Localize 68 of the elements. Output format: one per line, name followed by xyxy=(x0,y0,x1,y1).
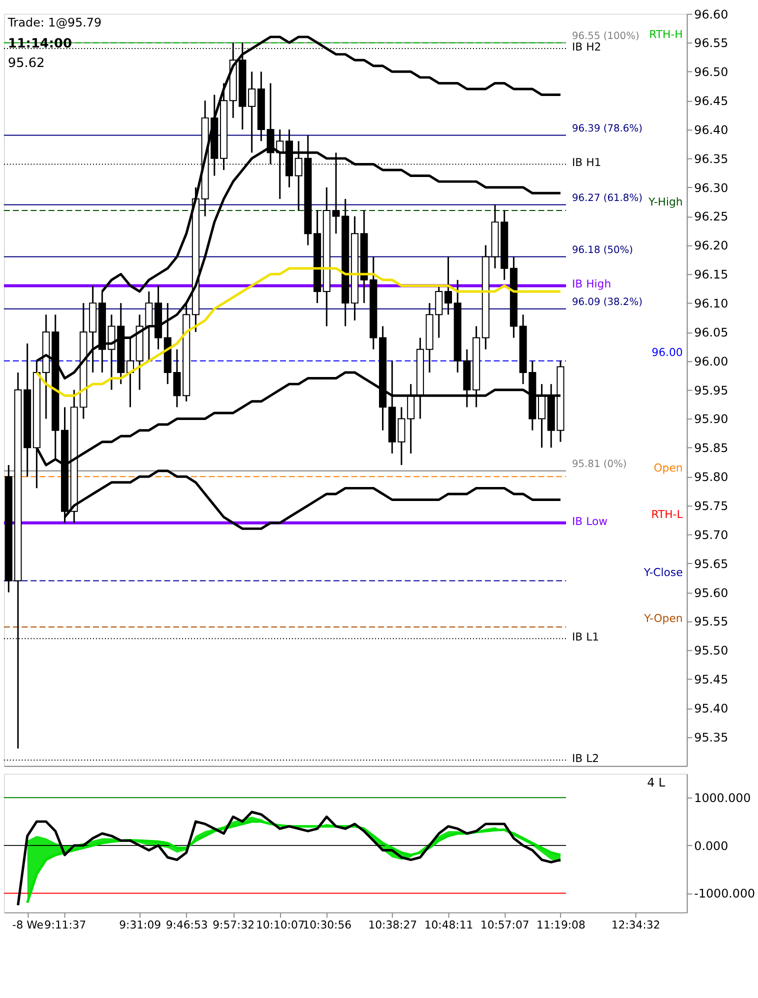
x-tick-label: 10:10:07 xyxy=(256,918,305,932)
y-tick-label: 96.35 xyxy=(694,152,728,166)
y-tick-label: 95.90 xyxy=(694,412,728,426)
ref-line-label: 96.39 (78.6%) xyxy=(572,123,642,134)
line-series xyxy=(35,267,562,397)
y-tick-label: 96.25 xyxy=(694,210,728,224)
x-tick-label: 9:46:53 xyxy=(166,918,208,932)
y-tick-label: 96.10 xyxy=(694,296,728,311)
ref-line-label: Y-Open xyxy=(643,612,683,626)
y-tick-label: 96.50 xyxy=(694,65,728,80)
annotation: 4 L xyxy=(647,776,666,790)
x-tick-label: 11:19:08 xyxy=(536,918,586,932)
candlestick xyxy=(248,70,256,154)
y-tick-label: 95.50 xyxy=(694,644,728,658)
y-tick-label: 95.55 xyxy=(694,614,728,629)
y-tick-label: 95.80 xyxy=(694,470,728,484)
y-tick-label: 95.95 xyxy=(694,383,728,398)
y-tick-label: 96.55 xyxy=(694,36,728,50)
ref-line-label: IB High xyxy=(572,278,612,291)
candlestick xyxy=(444,256,452,316)
x-tick-label: -8 We xyxy=(12,918,44,932)
y-tick-label: 95.60 xyxy=(694,586,728,600)
candlestick xyxy=(538,383,546,448)
x-tick-label: 9:57:32 xyxy=(212,918,255,932)
x-tick-label: 10:38:27 xyxy=(368,918,418,932)
y-tick-label: 96.00 xyxy=(694,354,728,368)
x-tick-label: 9:31:09 xyxy=(119,918,162,932)
y-tick-label: 96.30 xyxy=(694,180,728,195)
ref-line-label: IB H2 xyxy=(572,40,602,54)
y-tick-label: 96.60 xyxy=(694,7,728,22)
y-tick-label: 0.000 xyxy=(694,838,728,853)
y-tick-label: 1000.000 xyxy=(694,791,751,806)
ref-line-label: IB L2 xyxy=(572,752,600,766)
annotation: Trade: 1@95.79 xyxy=(6,16,102,30)
y-tick-label: 96.40 xyxy=(694,122,728,137)
ref-line-label: Y-Close xyxy=(642,566,684,579)
ref-line-label: Y-High xyxy=(648,196,683,209)
ref-line-label: 96.27 (61.8%) xyxy=(572,192,642,204)
y-tick-label: 96.05 xyxy=(694,325,728,340)
x-tick-label: 10:57:07 xyxy=(480,918,530,932)
y-tick-label: -1000.000 xyxy=(694,886,756,901)
y-tick-label: 95.75 xyxy=(694,498,728,513)
ref-line-label: 95.81 (0%) xyxy=(572,458,627,470)
y-tick-label: 95.40 xyxy=(694,701,728,716)
y-tick-label: 95.35 xyxy=(694,730,728,744)
y-tick-label: 95.85 xyxy=(694,441,728,456)
x-tick-label: 12:34:32 xyxy=(611,918,660,932)
ref-line-label: 96.18 (50%) xyxy=(572,244,634,256)
y-tick-label: 95.45 xyxy=(694,672,728,687)
annotation: 95.62 xyxy=(8,56,45,72)
y-tick-label: 96.15 xyxy=(694,268,728,282)
x-tick-label: 10:48:11 xyxy=(424,918,474,932)
y-tick-label: 95.70 xyxy=(694,528,728,542)
y-tick-label: 96.20 xyxy=(694,238,728,253)
ref-line-label: IB H1 xyxy=(572,156,602,170)
ref-line-label: RTH-H xyxy=(649,28,683,41)
ref-line-label: RTH-L xyxy=(651,508,683,521)
ref-line-label: 96.55 (100%) xyxy=(572,30,640,42)
candlestick xyxy=(407,383,415,454)
ref-line-label: 96.09 (38.2%) xyxy=(572,296,642,308)
ref-line-label: IB Low xyxy=(572,514,608,528)
ref-line-label: Open xyxy=(654,462,683,475)
ref-line-label: IB L1 xyxy=(572,630,600,644)
y-tick-label: 96.45 xyxy=(694,94,728,108)
x-tick-label: 9:11:37 xyxy=(44,918,86,932)
x-tick-label: 10:30:56 xyxy=(302,918,352,932)
y-tick-label: 95.65 xyxy=(694,556,728,571)
ref-line-label: 96.00 xyxy=(652,346,683,359)
